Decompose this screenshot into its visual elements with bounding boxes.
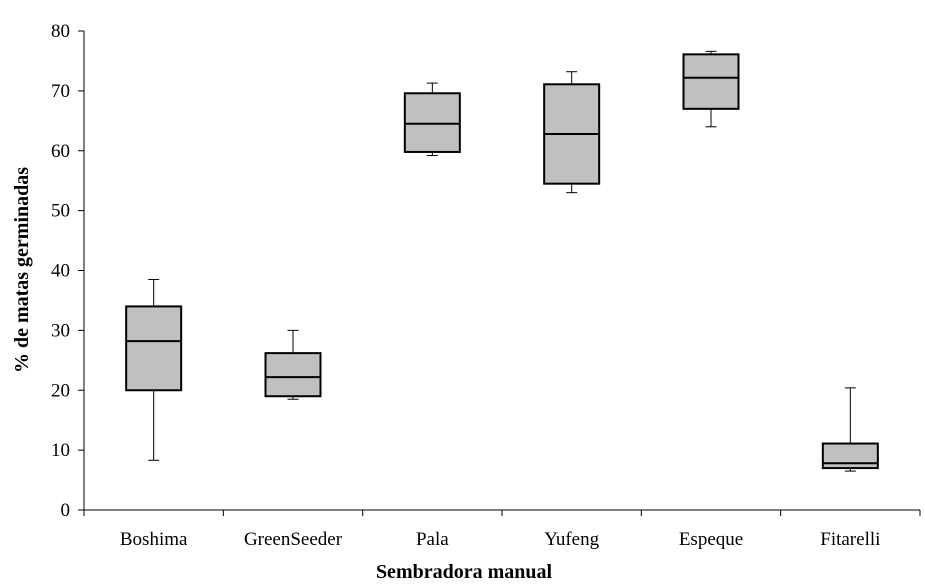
x-tick-label-pala: Pala <box>416 529 449 550</box>
iqr-box <box>403 92 461 153</box>
x-tick-label-espeque: Espeque <box>679 529 743 550</box>
y-ticks-layer: 0 10 20 30 40 50 60 70 80 <box>51 21 84 521</box>
y-axis-title: % de matas germinadas <box>11 167 33 373</box>
y-tick-label: 10 <box>51 440 70 461</box>
box-fitarelli <box>821 387 879 472</box>
y-tick-label: 70 <box>51 81 70 102</box>
x-axis-title: Sembradora manual <box>376 561 553 583</box>
x-tick-label-yufeng: Yufeng <box>544 529 599 550</box>
iqr-box <box>125 305 183 392</box>
x-tick-label-boshima: Boshima <box>120 529 188 550</box>
y-tick-label: 80 <box>51 21 70 42</box>
y-tick-label: 30 <box>51 320 70 341</box>
x-tick-label-greenseeder: GreenSeeder <box>244 529 343 550</box>
x-tick-label-fitarelli: Fitarelli <box>820 529 880 550</box>
box-yufeng <box>543 71 601 194</box>
iqr-box <box>821 442 879 470</box>
box-espeque <box>682 50 740 128</box>
box-pala <box>403 82 461 157</box>
iqr-box <box>264 352 322 398</box>
box-boshima <box>125 278 183 461</box>
box-greenseeder <box>264 329 322 400</box>
y-tick-label: 50 <box>51 201 70 222</box>
y-tick-label: 20 <box>51 380 70 401</box>
y-tick-label: 40 <box>51 261 70 282</box>
y-tick-label: 0 <box>61 500 71 521</box>
x-ticks-layer: Boshima GreenSeeder Pala Yufeng Espeque Fitar… <box>83 510 921 550</box>
iqr-box <box>682 53 740 110</box>
y-tick-label: 60 <box>51 141 70 162</box>
boxes-layer <box>125 50 879 472</box>
